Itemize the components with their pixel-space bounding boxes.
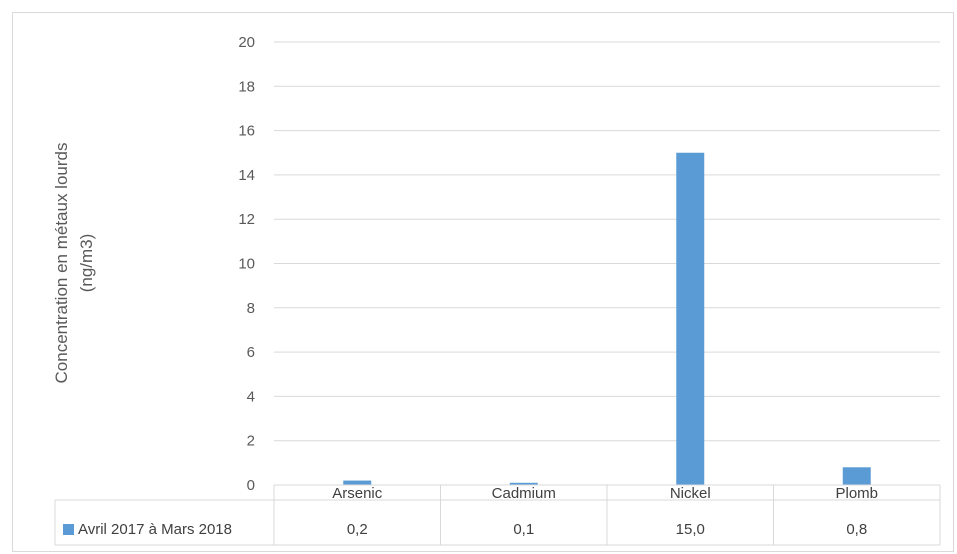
data-value-label: 15,0	[676, 521, 705, 538]
bar-plomb	[842, 467, 871, 485]
category-label: Cadmium	[492, 485, 556, 502]
bar-arsenic	[343, 480, 372, 485]
y-tick-label: 14	[238, 167, 255, 184]
y-tick-labels: 0 2 4 6 8 10 12 14 16 18 20	[238, 34, 255, 494]
gridlines	[274, 41, 940, 442]
data-value-label: 0,8	[846, 521, 867, 538]
y-tick-label: 16	[238, 123, 255, 140]
category-label: Arsenic	[332, 485, 383, 502]
y-tick-label: 10	[238, 256, 255, 273]
legend-key	[63, 524, 74, 535]
y-tick-label: 8	[247, 300, 255, 317]
y-tick-label: 6	[247, 344, 255, 361]
y-tick-label: 18	[238, 78, 255, 95]
bar-nickel	[676, 152, 705, 485]
y-tick-label: 12	[238, 211, 255, 228]
bar-cadmium	[509, 482, 538, 485]
y-axis-label-line1: Concentration en métaux lourds	[52, 143, 71, 384]
y-axis-label-line2: (ng/m3)	[77, 234, 96, 293]
category-label: Nickel	[670, 485, 711, 502]
y-tick-label: 20	[238, 34, 255, 51]
category-label: Plomb	[835, 485, 878, 502]
series-name: Avril 2017 à Mars 2018	[78, 521, 232, 538]
data-value-label: 0,2	[347, 521, 368, 538]
y-tick-label: 4	[247, 388, 255, 405]
data-table: Arsenic Cadmium Nickel Plomb Avril 2017 à Ma…	[54, 484, 941, 546]
chart-frame	[12, 12, 954, 552]
bars	[343, 152, 871, 485]
data-value-label: 0,1	[513, 521, 534, 538]
y-tick-label: 2	[247, 433, 255, 450]
y-tick-label: 0	[247, 477, 255, 494]
